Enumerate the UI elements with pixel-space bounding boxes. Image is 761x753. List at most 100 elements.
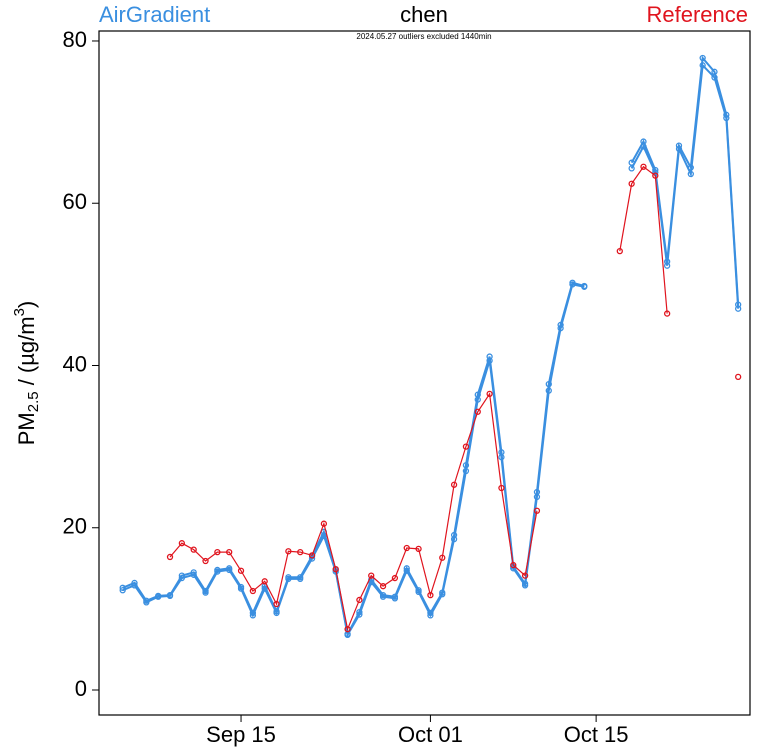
data-point: [711, 68, 718, 75]
chart-title: chen: [400, 2, 448, 27]
data-point: [486, 353, 493, 360]
data-point: [663, 310, 671, 317]
legend-entry: AirGradient: [99, 2, 210, 27]
data-point: [308, 555, 316, 562]
data-point: [249, 612, 257, 619]
data-point: [308, 552, 316, 559]
data-point: [581, 283, 588, 290]
data-point: [261, 585, 268, 592]
data-point: [415, 588, 422, 595]
data-point: [533, 493, 541, 501]
data-point: [249, 587, 257, 595]
y-tick-label: 60: [63, 189, 87, 214]
data-point: [166, 553, 174, 561]
y-label-part: PM: [14, 412, 39, 445]
data-point: [533, 507, 541, 514]
data-point: [297, 575, 304, 583]
data-point: [379, 583, 387, 590]
data-point: [640, 163, 647, 170]
data-point: [237, 585, 245, 592]
data-point: [202, 557, 209, 565]
data-point: [486, 357, 493, 364]
data-point: [166, 592, 174, 600]
data-point: [521, 582, 529, 589]
data-point: [450, 481, 458, 488]
data-point: [190, 571, 197, 578]
data-point: [131, 582, 138, 589]
legend-entry: Reference: [646, 2, 748, 27]
data-point: [498, 484, 505, 492]
x-tick-label: Sep 15: [206, 722, 276, 747]
data-point: [356, 596, 363, 604]
y-label-part: / (µg/m: [14, 316, 39, 391]
data-point: [320, 532, 328, 540]
data-point: [226, 548, 233, 556]
data-point: [297, 548, 304, 556]
x-tick-label: Oct 01: [398, 722, 463, 747]
data-point: [640, 143, 647, 150]
data-point: [178, 540, 186, 547]
data-point: [403, 567, 410, 574]
data-point: [628, 165, 635, 172]
data-point: [723, 114, 730, 122]
data-point: [332, 565, 339, 573]
data-point: [711, 74, 718, 81]
data-point: [285, 548, 292, 555]
data-point: [735, 305, 742, 312]
data-point: [462, 443, 470, 450]
plot-frame: [98, 30, 751, 716]
data-point: [368, 572, 375, 579]
data-point: [628, 180, 635, 187]
data-point: [178, 574, 186, 582]
data-point: [521, 572, 529, 579]
chart-subtitle: 2024.05.27 outliers excluded 1440min: [356, 32, 491, 41]
series-line: [122, 63, 740, 638]
data-point: [510, 561, 517, 569]
y-tick-label: 20: [63, 514, 87, 539]
y-axis-label: PM2.5 / (µg/m3): [11, 301, 42, 446]
data-point: [569, 281, 576, 288]
data-point: [486, 390, 493, 398]
data-point: [462, 467, 470, 475]
data-point: [510, 565, 517, 572]
data-point: [285, 575, 292, 583]
data-point: [356, 611, 363, 618]
series-line: [170, 167, 738, 629]
data-point: [498, 454, 505, 461]
data-point: [652, 169, 659, 176]
data-point: [450, 535, 458, 543]
data-point: [320, 520, 328, 527]
data-point: [403, 544, 410, 552]
data-point: [273, 600, 280, 608]
data-point: [735, 373, 742, 381]
data-point: [439, 591, 446, 598]
data-point: [439, 554, 446, 561]
y-label-part: ): [14, 301, 39, 308]
data-point: [190, 546, 197, 553]
data-point: [344, 626, 351, 633]
data-point: [379, 593, 387, 600]
data-point: [474, 396, 481, 403]
y-tick-label: 40: [63, 351, 87, 376]
data-point: [687, 170, 694, 178]
data-point: [557, 325, 564, 332]
y-tick-label: 0: [75, 676, 87, 701]
data-point: [226, 566, 233, 574]
data-point: [427, 591, 434, 599]
data-point: [155, 593, 162, 600]
data-point: [415, 545, 422, 552]
data-point: [368, 578, 375, 586]
x-tick-label: Oct 15: [564, 722, 629, 747]
data-point: [663, 262, 671, 269]
data-point: [391, 595, 399, 602]
data-point: [699, 62, 706, 69]
data-point: [699, 54, 706, 62]
data-point: [261, 578, 268, 585]
y-label-part: 2.5: [25, 391, 42, 412]
data-point: [616, 247, 623, 255]
data-point: [119, 587, 126, 594]
data-point: [545, 387, 552, 394]
data-point: [273, 609, 280, 617]
data-point: [119, 584, 126, 591]
